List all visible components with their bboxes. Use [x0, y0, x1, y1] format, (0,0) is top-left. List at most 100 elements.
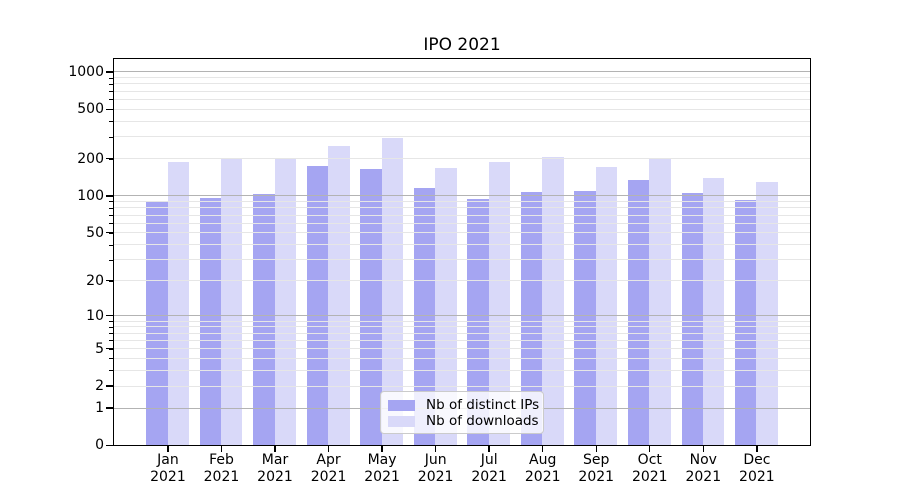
y-minor-tick-mark	[109, 320, 113, 322]
gridline-minor	[114, 357, 810, 359]
y-tick-mark	[106, 195, 113, 197]
x-tick-month: Jun	[424, 452, 447, 468]
gridline-minor	[114, 259, 810, 261]
x-tick-month: Jan	[157, 452, 179, 468]
gridline-major	[114, 195, 810, 197]
bar-downloads	[595, 166, 618, 445]
y-tick-label: 500	[77, 101, 104, 118]
x-tick-month: Jul	[480, 452, 498, 468]
gridline-minor	[114, 320, 810, 322]
x-tick-mark	[167, 446, 169, 452]
legend-swatch-distinct-ips	[388, 400, 415, 412]
x-tick-year: 2021	[150, 468, 186, 485]
y-minor-tick-mark	[109, 326, 113, 328]
x-tick-mark	[220, 446, 223, 452]
bar-distinct-ips	[146, 200, 168, 445]
y-tick-label: 0	[95, 437, 104, 454]
x-tick-month: Mar	[261, 452, 289, 468]
y-tick-label: 2	[95, 377, 104, 394]
bar-downloads	[702, 178, 725, 445]
y-tick-label: 5	[95, 340, 104, 357]
x-tick-label: Jun 2021	[404, 452, 468, 485]
x-tick-label: Feb 2021	[189, 452, 253, 485]
x-tick-month: Apr	[316, 452, 341, 468]
y-tick-mark	[106, 71, 113, 73]
legend-entry-downloads: Nb of downloads	[388, 413, 539, 430]
gridline-minor	[114, 214, 810, 216]
y-minor-tick-mark	[109, 348, 113, 350]
y-minor-tick-mark	[109, 259, 113, 261]
x-tick-label: Jan 2021	[136, 452, 200, 485]
x-tick-mark	[381, 446, 383, 452]
x-tick-label: Jul 2021	[457, 452, 521, 485]
y-minor-tick-mark	[109, 158, 113, 160]
bar-distinct-ips	[735, 199, 757, 445]
bar-downloads	[221, 158, 243, 445]
gridline-minor	[114, 332, 810, 334]
x-tick-mark	[756, 446, 758, 452]
y-tick-mark	[106, 444, 113, 447]
bar-downloads	[328, 146, 350, 445]
plot-area	[113, 58, 811, 446]
x-tick-month: Nov	[689, 452, 717, 468]
x-tick-month: Sep	[583, 452, 610, 468]
y-minor-tick-mark	[109, 201, 113, 203]
x-tick-label: Sep 2021	[564, 452, 628, 485]
y-minor-tick-mark	[109, 340, 113, 342]
y-tick-mark	[106, 157, 113, 160]
y-tick-mark	[106, 347, 113, 350]
gridline-minor	[114, 136, 810, 138]
x-tick-mark	[702, 446, 704, 452]
y-minor-tick-mark	[109, 244, 113, 246]
x-tick-year: 2021	[310, 468, 347, 485]
x-tick-year: 2021	[257, 468, 293, 485]
gridline-minor	[114, 385, 810, 387]
gridline-minor	[114, 339, 810, 341]
bar-downloads	[649, 158, 671, 445]
bar-downloads	[542, 157, 564, 445]
gridline-minor	[114, 83, 810, 85]
gridline-minor	[114, 120, 810, 122]
y-minor-tick-mark	[109, 385, 113, 387]
y-tick-mark	[106, 108, 113, 110]
x-tick-label: Mar 2021	[243, 452, 307, 485]
y-tick-label: 1000	[68, 63, 104, 80]
y-minor-tick-mark	[109, 121, 113, 123]
legend: Nb of distinct IPs Nb of downloads	[380, 391, 544, 434]
gridline-minor	[114, 108, 810, 110]
x-tick-year: 2021	[578, 468, 615, 485]
gridline-minor	[114, 90, 810, 92]
bar-downloads	[274, 158, 297, 445]
y-minor-tick-mark	[109, 332, 113, 334]
legend-entry-distinct-ips: Nb of distinct IPs	[388, 398, 539, 414]
x-tick-month: Feb	[209, 452, 234, 468]
legend-label-downloads: Nb of downloads	[426, 412, 539, 429]
bar-distinct-ips	[574, 190, 596, 445]
bar-downloads	[435, 167, 457, 445]
x-tick-mark	[274, 446, 276, 452]
y-minor-tick-mark	[109, 358, 113, 360]
bar-downloads	[756, 181, 778, 445]
x-tick-mark	[595, 446, 597, 452]
gridline-minor	[114, 280, 810, 282]
bar-distinct-ips	[467, 199, 489, 445]
y-minor-tick-mark	[109, 77, 113, 79]
y-minor-tick-mark	[109, 207, 113, 209]
y-tick-label: 200	[77, 150, 104, 167]
x-tick-label: Apr 2021	[297, 452, 361, 485]
y-tick-mark	[106, 232, 113, 234]
y-minor-tick-mark	[109, 280, 113, 282]
gridline-minor	[114, 158, 810, 160]
y-tick-label: 10	[86, 307, 104, 324]
gridline-minor	[114, 244, 810, 246]
bar-distinct-ips	[253, 193, 275, 445]
gridline-minor	[114, 207, 810, 209]
y-minor-tick-mark	[109, 91, 113, 93]
bar-distinct-ips	[627, 180, 650, 445]
x-tick-label: Dec 2021	[725, 452, 789, 485]
y-tick-label: 100	[77, 187, 104, 204]
gridline-minor	[114, 77, 810, 79]
x-tick-year: 2021	[364, 468, 400, 485]
x-tick-mark	[649, 446, 651, 452]
